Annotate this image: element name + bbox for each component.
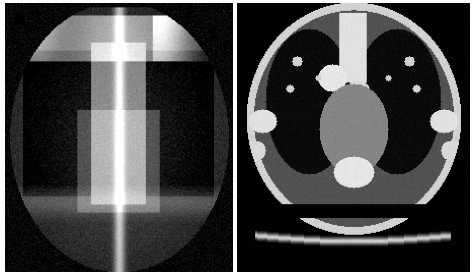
Text: A: A [11, 11, 27, 30]
Text: B: B [244, 11, 259, 30]
